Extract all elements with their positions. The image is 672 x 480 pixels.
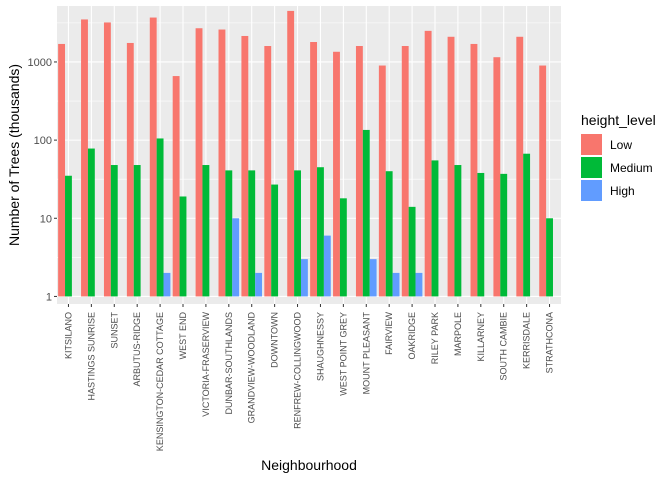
legend-title: height_level [581, 112, 656, 128]
x-tick-label: STRATHCONA [545, 312, 555, 373]
bar-low [81, 19, 88, 297]
bar-low [516, 36, 524, 297]
bar-low [126, 42, 134, 297]
bar-medium [431, 160, 439, 297]
legend-key-high [581, 180, 602, 201]
bar-high [415, 272, 423, 297]
bar-low [287, 10, 295, 297]
x-axis-title: Neighbourhood [261, 457, 357, 473]
y-tick-label: 1000 [28, 57, 52, 69]
x-tick-label: MOUNT PLEASANT [361, 312, 371, 395]
x-tick-label: MARPOLE [453, 312, 463, 356]
bar-low [58, 43, 66, 297]
bar-medium [362, 129, 370, 297]
bar-low [424, 30, 432, 297]
x-tick-label: RENFREW-COLLINGWOOD [293, 312, 303, 429]
x-tick-label: RILEY PARK [430, 312, 440, 364]
bar-medium [156, 138, 164, 297]
x-tick-label: SOUTH CAMBIE [499, 312, 509, 381]
bar-medium [65, 175, 72, 297]
bar-medium [477, 172, 485, 297]
bar-medium [385, 171, 393, 297]
bar-medium [339, 198, 347, 297]
bar-low [539, 65, 547, 297]
x-tick-label: SHAUGHNESSY [315, 312, 325, 381]
x-tick-label: VICTORIA-FRASERVIEW [201, 312, 211, 417]
x-tick-label: SUNSET [109, 312, 119, 349]
x-tick-label: DOWNTOWN [270, 312, 280, 368]
bar-high [323, 235, 331, 297]
bar-high [232, 218, 240, 297]
bar-medium [546, 218, 553, 297]
bar-low [493, 57, 501, 297]
bar-low [103, 22, 111, 297]
legend: height_level Low Medium High [581, 112, 656, 201]
bar-high [300, 259, 308, 297]
x-tick-label: OAKRIDGE [407, 312, 417, 360]
bar-low [195, 28, 203, 297]
bar-low [310, 42, 318, 297]
bar-medium [271, 184, 279, 297]
bar-low [172, 76, 180, 297]
x-tick-label: WEST POINT GREY [338, 312, 348, 396]
bar-low [241, 35, 249, 297]
bar-medium [248, 170, 256, 297]
legend-key-medium [581, 157, 602, 178]
bar-medium [317, 167, 324, 297]
bar-medium [202, 165, 210, 297]
y-tick-label: 1 [46, 291, 52, 303]
bar-high [163, 272, 171, 297]
x-tick-label: KENSINGTON-CEDAR COTTAGE [155, 312, 165, 451]
bar-high [255, 272, 263, 297]
y-tick-label: 100 [34, 135, 52, 147]
y-tick-label: 10 [40, 213, 52, 225]
x-tick-label: ARBUTUS-RIDGE [132, 312, 142, 387]
bar-low [401, 46, 409, 297]
bar-medium [294, 170, 301, 297]
x-tick-label: KILLARNEY [476, 312, 486, 362]
bar-low [264, 46, 272, 297]
legend-label-low: Low [610, 138, 632, 152]
y-axis-ticks: 1 10 100 1000 [28, 57, 57, 303]
bar-low [470, 43, 478, 297]
bar-low [218, 29, 226, 297]
bars [58, 10, 553, 297]
bar-low [149, 17, 157, 297]
bar-medium [87, 148, 95, 297]
x-tick-label: DUNBAR-SOUTHLANDS [224, 312, 234, 415]
x-tick-label: HASTINGS SUNRISE [86, 312, 96, 401]
y-axis-title: Number of Trees (thousands) [6, 64, 22, 246]
legend-label-high: High [610, 184, 635, 198]
bar-low [355, 46, 363, 297]
x-tick-label: WEST END [178, 312, 188, 360]
bar-low [333, 51, 340, 297]
bar-medium [133, 165, 141, 297]
bar-medium [523, 153, 531, 297]
bar-high [392, 272, 400, 297]
x-axis-ticks: KITSILANO HASTINGS SUNRISE SUNSET ARBUTUS-R… [63, 304, 555, 451]
x-tick-label: KERRISDALE [522, 312, 532, 369]
bar-low [447, 36, 455, 297]
legend-label-medium: Medium [610, 161, 653, 175]
bar-medium [225, 170, 233, 297]
bar-low [378, 65, 386, 297]
x-tick-label: GRANDVIEW-WOODLAND [247, 312, 257, 424]
x-tick-label: FAIRVIEW [384, 311, 394, 354]
bar-medium [454, 165, 462, 297]
bar-medium [408, 206, 416, 297]
bar-medium [500, 173, 508, 297]
bar-high [369, 259, 377, 297]
x-tick-label: KITSILANO [63, 312, 73, 359]
bar-medium [179, 196, 187, 297]
bar-medium [110, 165, 118, 297]
legend-key-low [581, 134, 602, 155]
